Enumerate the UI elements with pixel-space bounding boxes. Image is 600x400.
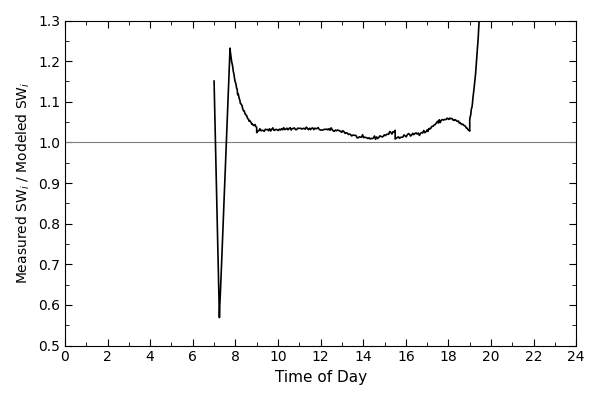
Y-axis label: Measured SW$_i$ / Modeled SW$_i$: Measured SW$_i$ / Modeled SW$_i$ [15,82,32,284]
X-axis label: Time of Day: Time of Day [275,370,367,385]
